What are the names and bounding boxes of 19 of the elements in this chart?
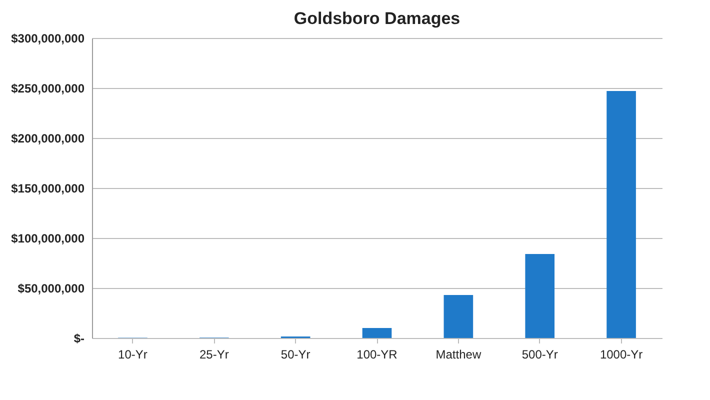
y-tick-label: $150,000,000	[11, 182, 85, 196]
bar	[444, 295, 474, 338]
x-tick-label: 100-YR	[356, 348, 398, 362]
y-tick-label: $100,000,000	[11, 232, 85, 246]
x-tick-label: 500-Yr	[522, 348, 558, 362]
bar	[362, 328, 392, 338]
y-tick-label: $50,000,000	[18, 282, 85, 296]
y-tick-label: $200,000,000	[11, 132, 85, 146]
x-tick-label: 50-Yr	[280, 348, 310, 362]
x-tick-label: 25-Yr	[199, 348, 229, 362]
bar	[606, 91, 636, 338]
x-tick-label: 10-Yr	[118, 348, 148, 362]
x-tick-label: Matthew	[436, 348, 482, 362]
bar	[525, 254, 555, 338]
y-tick-label: $-	[74, 332, 84, 346]
x-tick-label: 1000-Yr	[600, 348, 643, 362]
y-tick-label: $300,000,000	[11, 32, 85, 46]
y-tick-label: $250,000,000	[11, 82, 85, 96]
chart-title: Goldsboro Damages	[294, 9, 460, 28]
